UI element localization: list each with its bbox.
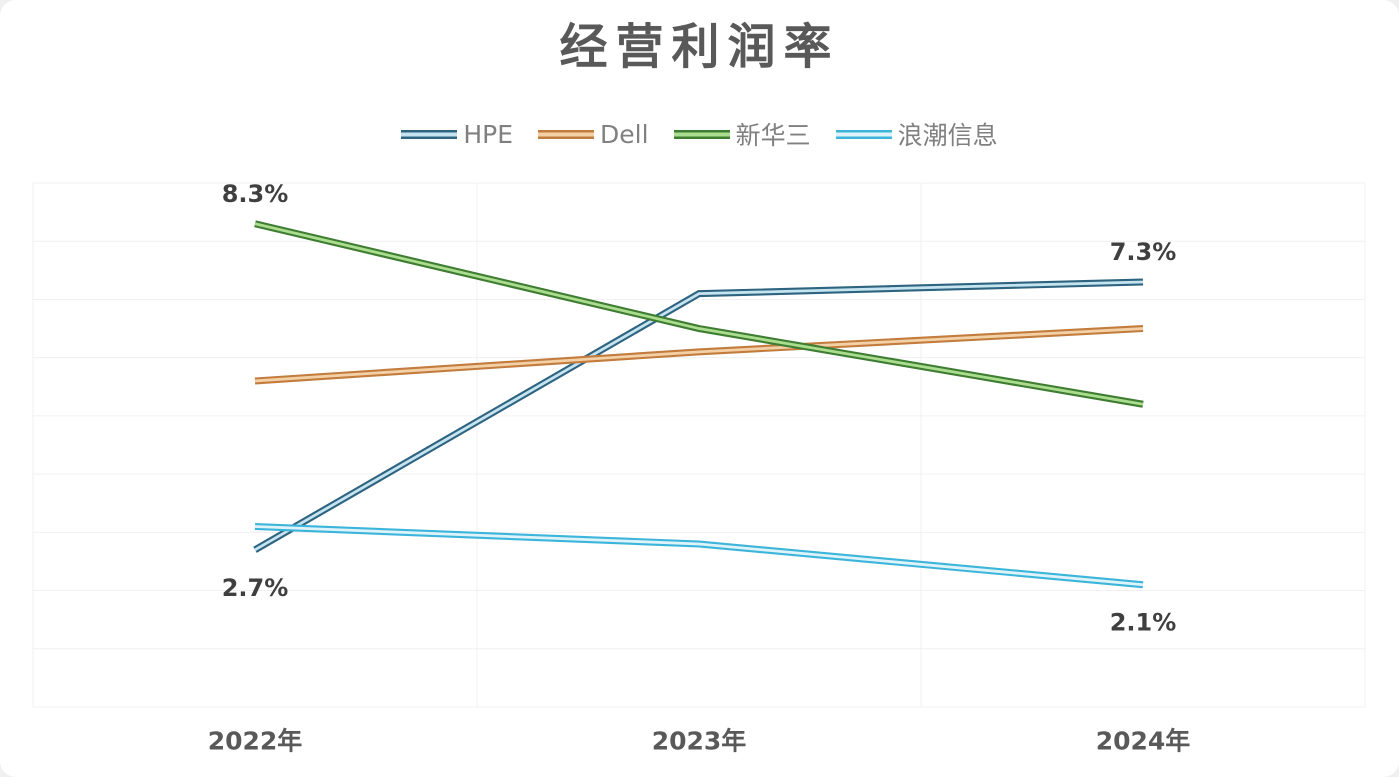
- legend-item-inspur: 浪潮信息: [835, 116, 998, 152]
- series-line-core-浪潮信息: [254, 525, 1144, 587]
- data-label: 7.3%: [1110, 238, 1177, 266]
- legend-label-dell: Dell: [600, 119, 649, 149]
- series-line-新华三: [254, 220, 1144, 408]
- legend-swatch-inspur: [835, 129, 892, 139]
- legend-swatch-hpe: [401, 129, 458, 139]
- series-line-core-HPE: [254, 280, 1144, 552]
- legend-item-dell: Dell: [538, 120, 649, 149]
- legend-label-hpe: HPE: [463, 119, 514, 149]
- data-label: 8.3%: [222, 180, 289, 208]
- legend-swatch-h3c: [673, 129, 730, 139]
- series-line-core-新华三: [254, 222, 1144, 406]
- data-label: 2.1%: [1110, 609, 1177, 637]
- legend-label-h3c: 新华三: [735, 121, 811, 150]
- legend: HPE Dell 新华三 浪潮信息: [0, 116, 1399, 152]
- series-line-浪潮信息: [254, 523, 1144, 589]
- chart-title: 经营利润率: [559, 19, 840, 75]
- x-axis-label: 2024年: [1096, 727, 1191, 756]
- legend-label-inspur: 浪潮信息: [897, 121, 998, 150]
- data-label: 2.7%: [222, 574, 289, 602]
- x-axis-label: 2022年: [208, 727, 303, 756]
- legend-item-h3c: 新华三: [673, 116, 811, 152]
- legend-item-hpe: HPE: [401, 120, 513, 149]
- legend-swatch-dell: [538, 129, 595, 139]
- series-line-core-Dell: [254, 327, 1144, 383]
- x-axis-label: 2023年: [652, 727, 747, 756]
